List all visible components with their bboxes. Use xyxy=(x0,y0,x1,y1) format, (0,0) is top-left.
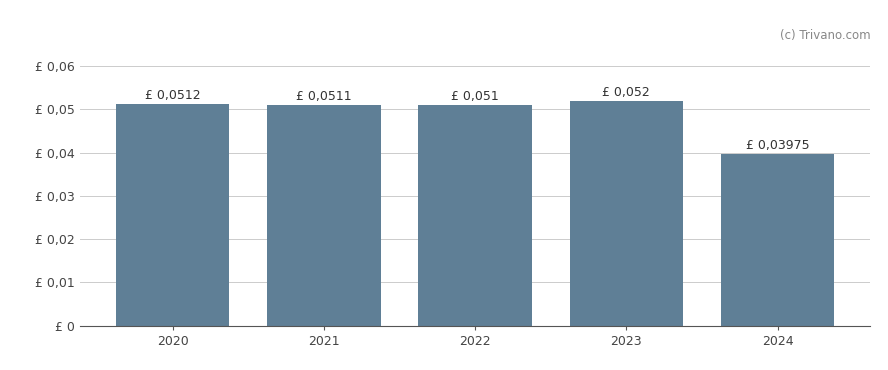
Bar xyxy=(721,154,835,326)
Text: £ 0,0511: £ 0,0511 xyxy=(296,90,352,103)
Text: (c) Trivano.com: (c) Trivano.com xyxy=(780,29,870,42)
Text: £ 0,03975: £ 0,03975 xyxy=(746,139,809,152)
Bar xyxy=(569,101,683,326)
Bar xyxy=(418,105,532,326)
Bar xyxy=(115,104,229,326)
Text: £ 0,0512: £ 0,0512 xyxy=(145,90,201,102)
Text: £ 0,052: £ 0,052 xyxy=(602,86,650,99)
Bar xyxy=(267,105,381,326)
Text: £ 0,051: £ 0,051 xyxy=(451,90,499,103)
